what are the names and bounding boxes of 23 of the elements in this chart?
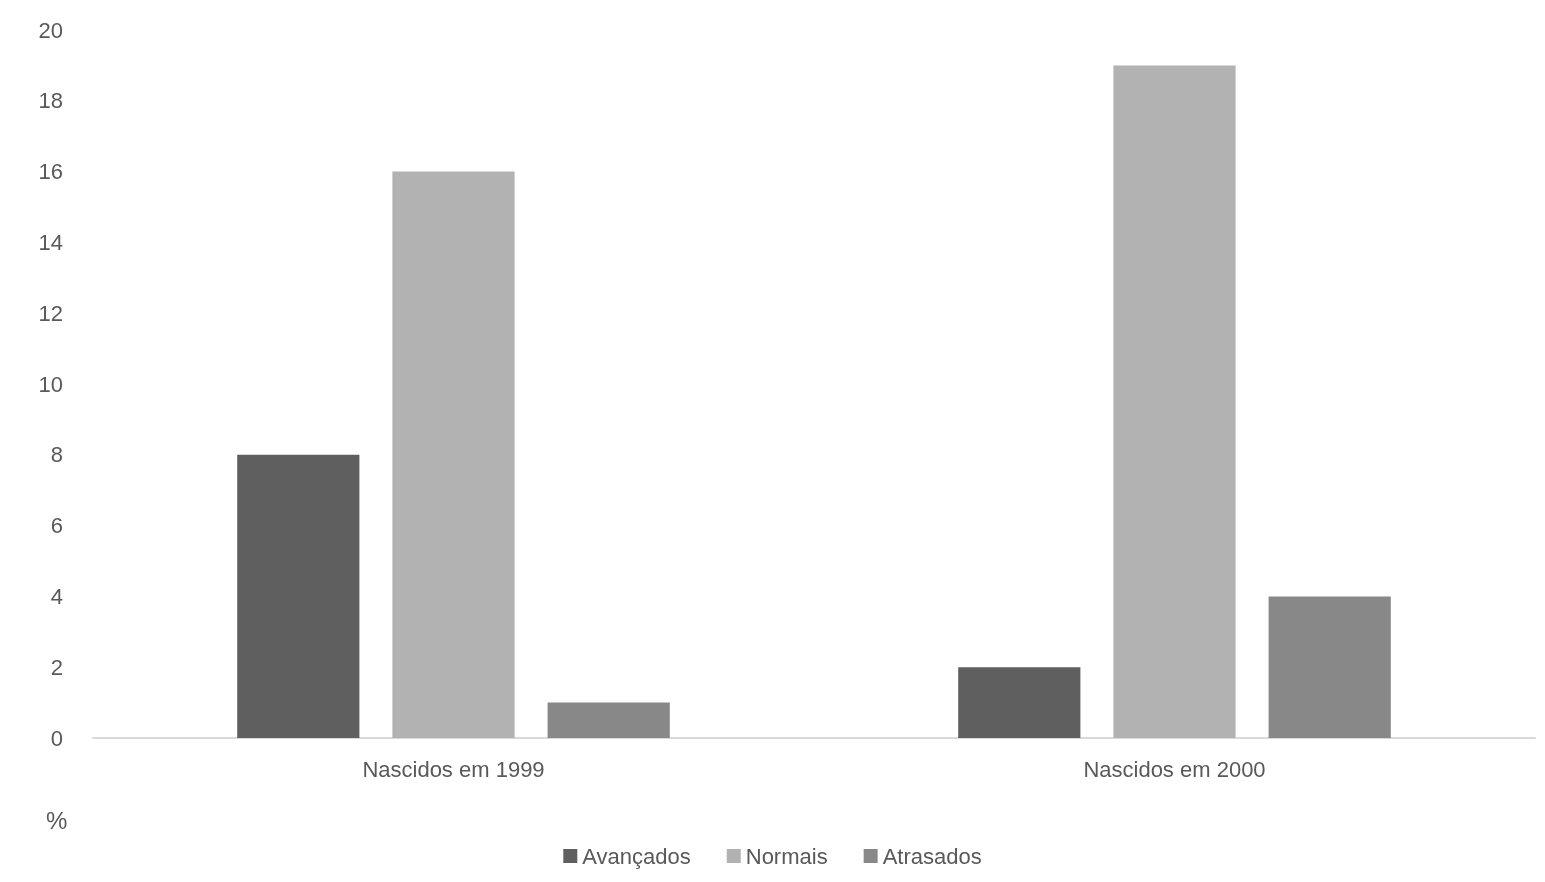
legend-label: Normais [745,843,828,869]
y-axis-title: % [46,806,68,834]
y-tick-label: 16 [38,159,63,185]
legend-label: Atrasados [882,843,982,869]
bar [1113,65,1236,738]
y-tick-label: 10 [38,371,63,397]
bar [237,454,360,738]
bar [392,171,515,738]
y-tick-label: 2 [50,654,63,680]
y-tick-label: 8 [50,442,63,468]
x-tick-label: Nascidos em 2000 [1083,756,1266,782]
x-tick-label: Nascidos em 1999 [362,756,545,782]
y-tick-label: 14 [38,229,63,255]
bar [547,702,670,738]
legend-label: Avançados [582,843,691,869]
bar [1268,596,1391,738]
y-tick-label: 12 [38,300,63,326]
y-tick-label: 20 [38,17,63,43]
y-tick-label: 4 [50,583,63,609]
y-tick-label: 0 [50,725,63,751]
bar [958,667,1081,738]
y-tick-label: 6 [50,513,63,539]
y-tick-label: 18 [38,88,63,114]
